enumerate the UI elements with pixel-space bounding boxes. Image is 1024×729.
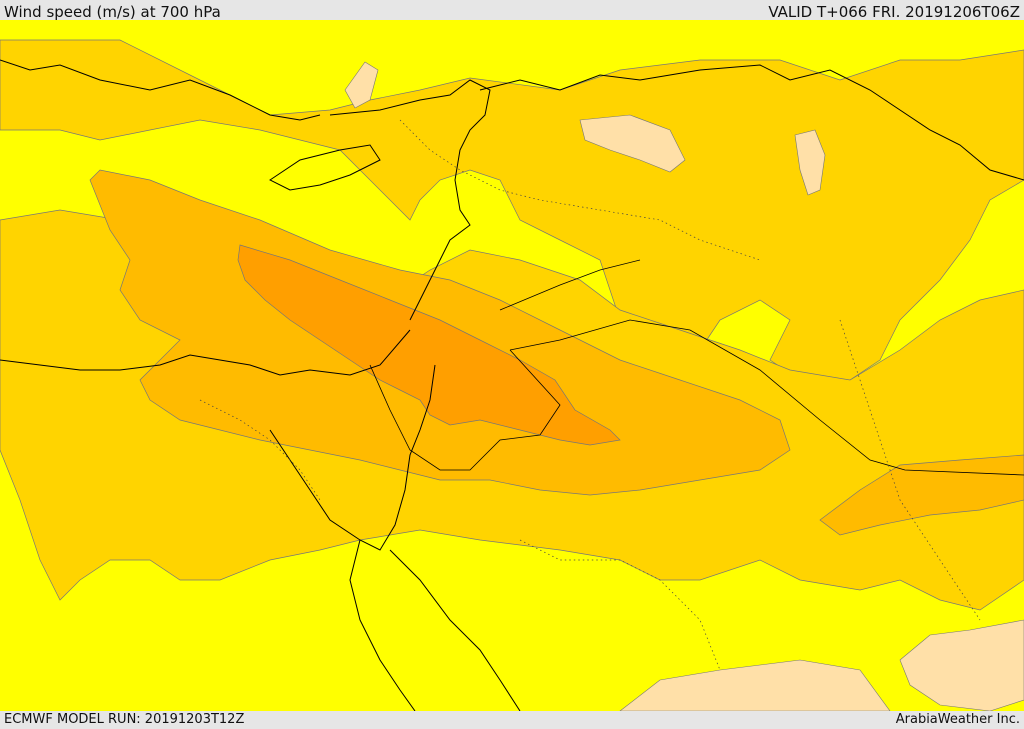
header-bar: Wind speed (m/s) at 700 hPa VALID T+066 …	[0, 0, 1024, 22]
footer-bar: ECMWF MODEL RUN: 20191203T12Z ArabiaWeat…	[0, 711, 1024, 729]
calm-patch	[619, 659, 891, 711]
valid-time: VALID T+066 FRI. 20191206T06Z	[768, 3, 1020, 21]
wind-band-medium-east	[819, 454, 1024, 536]
wind-band-strong	[237, 244, 621, 446]
coastlines	[0, 59, 1024, 711]
wind-speed-map	[0, 20, 1024, 711]
wind-band-light	[0, 39, 1024, 381]
admin-boundaries	[199, 119, 981, 671]
country-borders	[369, 259, 1024, 476]
credit: ArabiaWeather Inc.	[895, 712, 1020, 727]
map-title: Wind speed (m/s) at 700 hPa	[4, 3, 221, 21]
calm-patch	[579, 114, 686, 173]
calm-patch	[899, 619, 1024, 711]
calm-patch	[344, 61, 379, 109]
model-run: ECMWF MODEL RUN: 20191203T12Z	[4, 712, 245, 727]
calm-patch	[794, 129, 826, 196]
